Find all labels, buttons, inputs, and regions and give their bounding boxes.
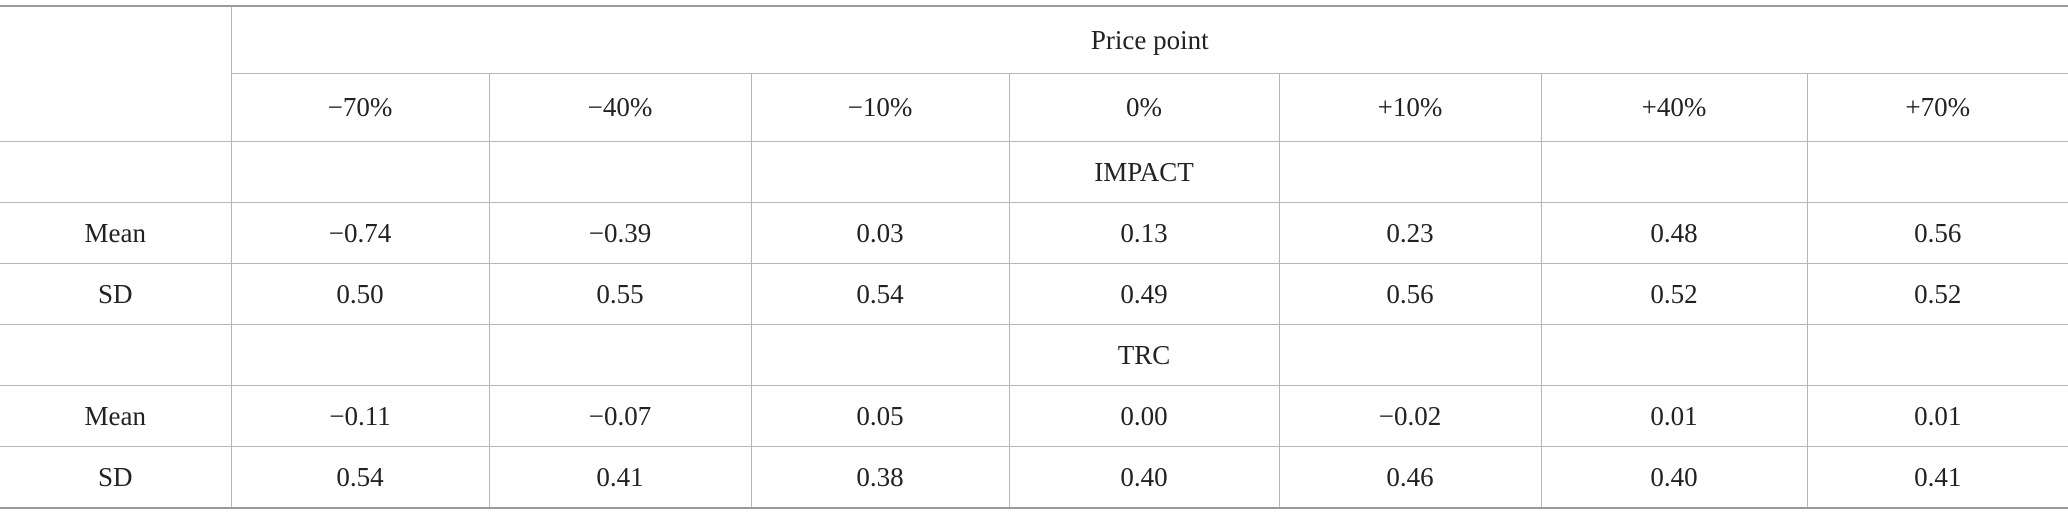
empty-cell <box>230 324 490 386</box>
table-cell: −0.02 <box>1278 385 1542 447</box>
empty-cell <box>750 141 1010 203</box>
row-label: SD <box>0 263 232 325</box>
column-header: +70% <box>1806 73 2068 142</box>
empty-cell <box>750 324 1010 386</box>
table-cell: 0.01 <box>1806 385 2068 447</box>
column-header: −70% <box>231 73 490 142</box>
table-row: Mean −0.74 −0.39 0.03 0.13 0.23 0.48 0.5… <box>0 202 2068 264</box>
column-header: 0% <box>1008 73 1280 142</box>
corner-cell <box>0 5 232 142</box>
table-cell: 0.23 <box>1278 202 1542 264</box>
empty-cell <box>1806 324 2068 386</box>
table-cell: 0.48 <box>1540 202 1808 264</box>
table-cell: 0.54 <box>230 446 490 509</box>
group-row-impact: IMPACT <box>0 141 2068 203</box>
table-cell: 0.56 <box>1278 263 1542 325</box>
table-cell: 0.03 <box>750 202 1010 264</box>
empty-cell <box>488 324 752 386</box>
empty-cell <box>1540 324 1808 386</box>
row-label: SD <box>0 446 232 509</box>
table-cell: 0.13 <box>1008 202 1280 264</box>
price-point-header: Price point <box>230 5 2068 74</box>
table-cell: 0.38 <box>750 446 1010 509</box>
price-point-columns-row: −70% −40% −10% 0% +10% +40% +70% <box>0 73 2068 142</box>
table-cell: 0.41 <box>1806 446 2068 509</box>
table-title-row: Price point <box>0 5 2068 142</box>
column-header: −10% <box>750 73 1010 142</box>
table-cell: 0.52 <box>1540 263 1808 325</box>
table-cell: 0.40 <box>1540 446 1808 509</box>
table-cell: 0.46 <box>1278 446 1542 509</box>
price-point-table: Price point −70% −40% −10% 0% +10% +40% … <box>0 5 2068 509</box>
table-cell: −0.07 <box>488 385 752 447</box>
table-row: Mean −0.11 −0.07 0.05 0.00 −0.02 0.01 0.… <box>0 385 2068 447</box>
table-cell: 0.05 <box>750 385 1010 447</box>
empty-cell <box>0 324 232 386</box>
table-cell: 0.41 <box>488 446 752 509</box>
table-cell: 0.00 <box>1008 385 1280 447</box>
group-row-trc: TRC <box>0 324 2068 386</box>
column-header: +40% <box>1540 73 1808 142</box>
table-cell: 0.52 <box>1806 263 2068 325</box>
group-label: TRC <box>1008 324 1280 386</box>
table-cell: −0.39 <box>488 202 752 264</box>
empty-cell <box>0 141 232 203</box>
table-cell: 0.01 <box>1540 385 1808 447</box>
row-label: Mean <box>0 385 232 447</box>
table-cell: −0.11 <box>230 385 490 447</box>
empty-cell <box>230 141 490 203</box>
empty-cell <box>1278 324 1542 386</box>
empty-cell <box>1278 141 1542 203</box>
empty-cell <box>1540 141 1808 203</box>
column-header: +10% <box>1278 73 1542 142</box>
empty-cell <box>1806 141 2068 203</box>
table-cell: 0.54 <box>750 263 1010 325</box>
table-cell: 0.56 <box>1806 202 2068 264</box>
column-header: −40% <box>488 73 752 142</box>
row-label: Mean <box>0 202 232 264</box>
empty-cell <box>488 141 752 203</box>
table-row: SD 0.54 0.41 0.38 0.40 0.46 0.40 0.41 <box>0 446 2068 509</box>
table-cell: 0.49 <box>1008 263 1280 325</box>
table-cell: 0.50 <box>230 263 490 325</box>
group-label: IMPACT <box>1008 141 1280 203</box>
table-cell: −0.74 <box>230 202 490 264</box>
table-cell: 0.55 <box>488 263 752 325</box>
table-row: SD 0.50 0.55 0.54 0.49 0.56 0.52 0.52 <box>0 263 2068 325</box>
table-cell: 0.40 <box>1008 446 1280 509</box>
